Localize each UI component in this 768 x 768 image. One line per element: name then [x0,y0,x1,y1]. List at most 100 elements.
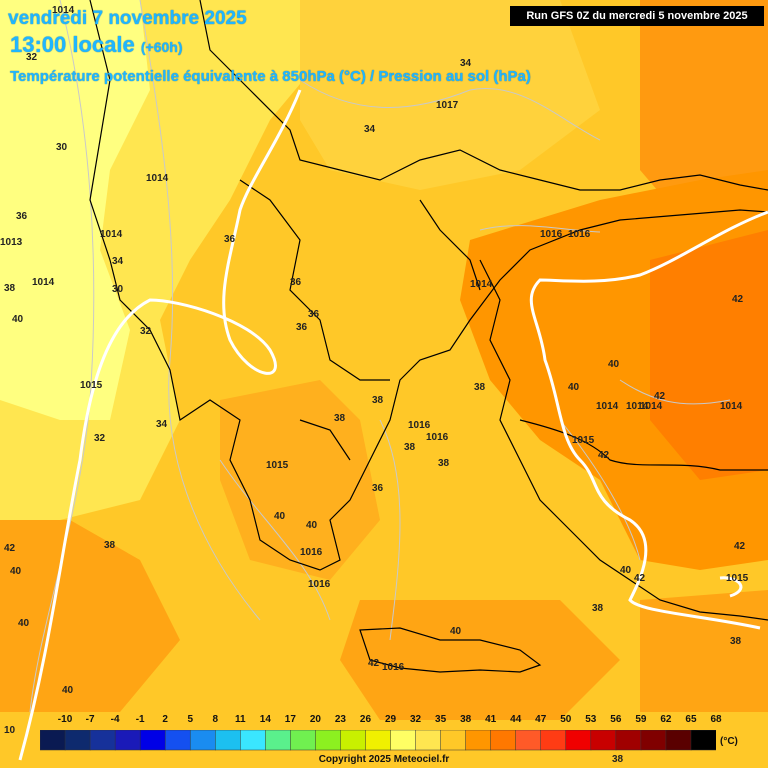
legend-tick: 32 [409,714,422,725]
legend-swatch [615,730,642,751]
contour-label: 1016 [308,579,331,590]
contour-label: 10 [4,725,16,736]
legend-tick: 47 [535,714,547,725]
contour-label: 34 [460,58,472,69]
legend-swatch [265,730,291,751]
contour-label: 32 [26,52,38,63]
temp-zone-warm-greece [220,380,380,580]
legend-tick: 20 [309,714,321,725]
contour-label: 38 [474,382,486,393]
contour-label: 1014 [100,229,123,240]
contour-label: 38 [730,636,742,647]
legend-swatch [315,730,342,751]
contour-label: 38 [404,442,416,453]
contour-label: 42 [368,658,380,669]
contour-label: 40 [306,520,318,531]
legend-swatch [340,730,367,751]
legend-swatch [440,730,467,751]
legend-swatch [540,730,567,751]
run-info: Run GFS 0Z du mercredi 5 novembre 2025 [510,6,764,26]
contour-label: 1014 [640,401,663,412]
legend-tick: 5 [187,714,193,725]
legend-tick: 26 [359,714,372,725]
forecast-time-value: 13:00 locale [10,32,135,57]
contour-label: 42 [634,573,646,584]
contour-label: 40 [12,314,24,325]
contour-label: 32 [140,326,152,337]
contour-label: 36 [308,309,320,320]
contour-label: 40 [62,685,74,696]
legend-tick: 23 [334,714,346,725]
legend-swatch [139,730,166,751]
contour-label: 1014 [596,401,619,412]
contour-label: 1017 [436,100,459,111]
legend-swatch [290,730,316,751]
legend-tick: 17 [284,714,296,725]
contour-label: 40 [568,382,580,393]
contour-label: 38 [372,395,384,406]
legend-swatch [415,730,442,751]
color-legend [40,730,716,751]
contour-label: 1014 [146,173,169,184]
forecast-time: 13:00 locale (+60h) [10,32,183,58]
contour-label: 1016 [300,547,323,558]
legend-tick: 59 [635,714,647,725]
contour-label: 1014 [32,277,55,288]
legend-swatch [640,730,667,751]
legend-swatch [690,730,716,751]
isobar-lines [29,0,731,713]
legend-tick: 44 [510,714,522,725]
contour-label: 42 [732,294,744,305]
legend-tick: 8 [212,714,219,725]
contour-label: 36 [224,234,236,245]
contour-label: 42 [734,541,746,552]
legend-swatch [215,730,241,751]
temp-zone-warm-se [640,590,768,712]
legend-tick: 2 [162,714,168,725]
contour-label: 1016 [540,229,563,240]
legend-tick: 35 [435,714,447,725]
contour-label: 1014 [626,401,649,412]
legend-swatch [390,730,417,751]
contour-label: 1016 [568,229,591,240]
contour-label: 1015 [80,380,103,391]
contour-label: 36 [16,211,28,222]
legend-tick: 56 [610,714,622,725]
contour-label: 30 [112,284,124,295]
legend-swatch [465,730,492,751]
contour-label: 32 [94,433,106,444]
contour-label: 1016 [408,420,431,431]
legend-tick: 41 [485,714,497,725]
legend-tick: -4 [110,714,120,725]
contour-label: 1015 [726,573,749,584]
legend-tick: 29 [384,714,397,725]
legend-swatch [490,730,517,751]
legend-swatch [565,730,592,751]
coastline-borders [89,0,768,673]
contour-label: 1016 [382,662,405,673]
legend-tick: 53 [585,714,597,725]
legend-tick: 11 [234,714,246,725]
legend-tick: -7 [85,714,95,725]
contour-label: 40 [274,511,286,522]
temp-zone-coolest [0,0,150,420]
temp-zone-hot-east [650,230,768,480]
contour-label: 38 [592,603,604,614]
copyright: Copyright 2025 Meteociel.fr [318,754,450,765]
legend-swatch [515,730,542,751]
temp-zone-warm-sw [0,520,180,712]
contour-label: 40 [450,626,462,637]
legend-tick: 50 [560,714,572,725]
contour-label: 38 [4,283,16,294]
contour-label: 1014 [720,401,743,412]
contour-label: 36 [290,277,302,288]
legend-swatch [40,730,66,751]
contour-label: 1014 [52,5,75,16]
contour-label: 42 [598,450,610,461]
legend-tick: 14 [259,714,271,725]
legend-swatch [365,730,392,751]
legend-swatch [590,730,617,751]
contour-label: 30 [56,142,68,153]
forecast-date: vendredi 7 novembre 2025 [8,8,247,29]
